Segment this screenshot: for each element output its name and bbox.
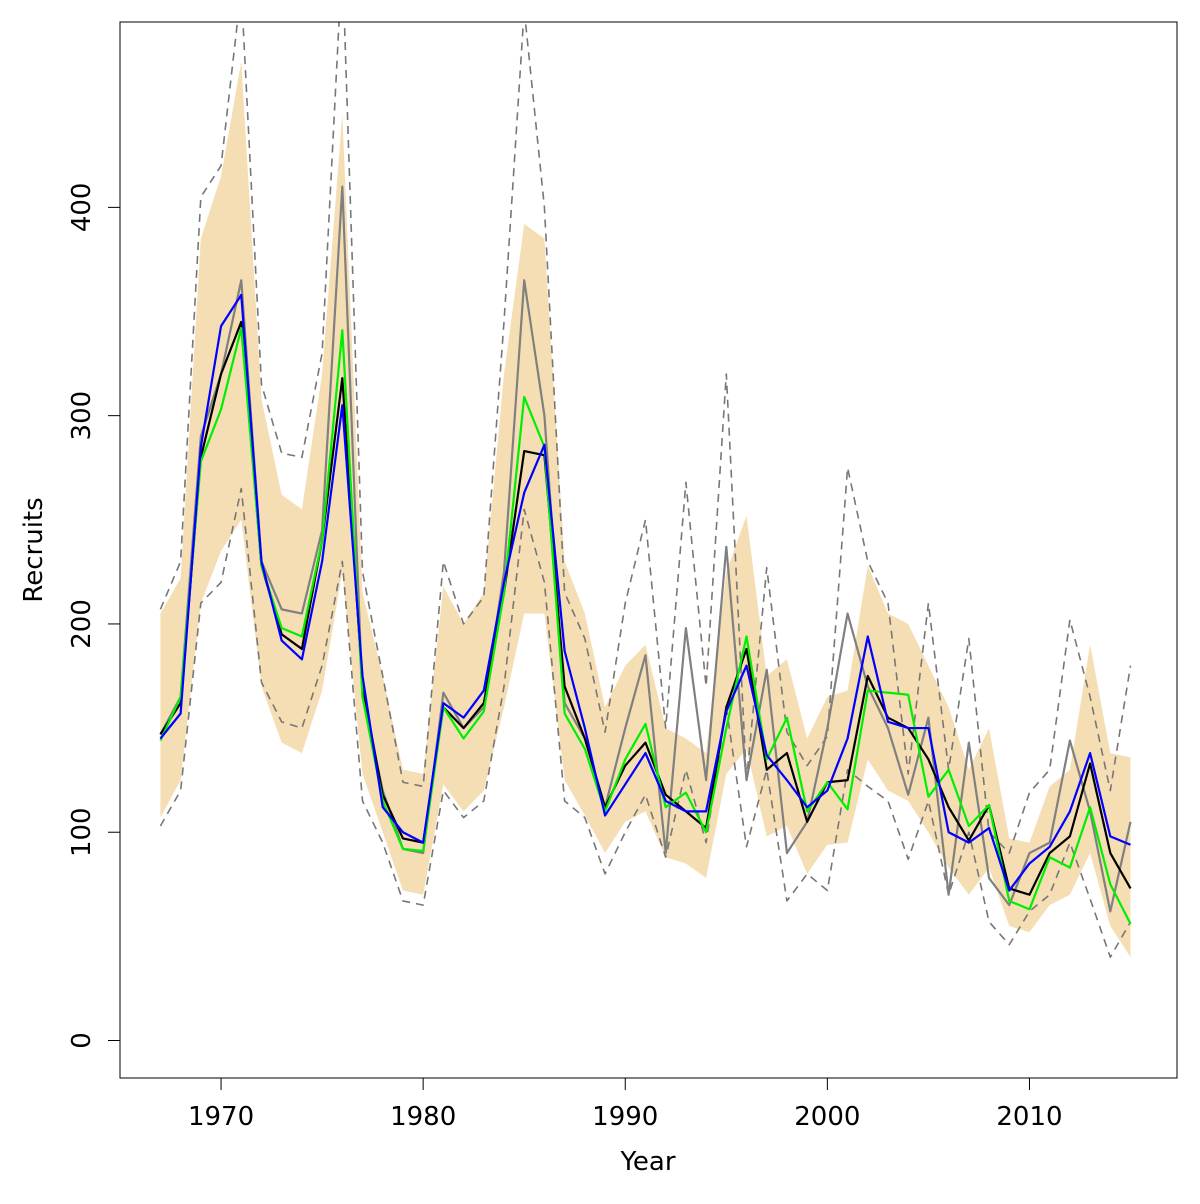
dashed-line (159, 487, 1132, 958)
y-axis-title: Recruits (19, 497, 49, 602)
x-tick-label: 1990 (592, 1102, 658, 1132)
x-tick-label: 1980 (390, 1102, 456, 1132)
plot-frame (119, 21, 1178, 1079)
confidence-band (160, 61, 1131, 958)
y-tick-label: 300 (67, 391, 97, 441)
y-tick-label: 400 (67, 183, 97, 233)
x-tick-label: 2010 (996, 1102, 1062, 1132)
x-axis-title: Year (619, 1147, 675, 1177)
series-line (159, 327, 1132, 925)
y-tick-label: 200 (67, 599, 97, 649)
series-line (159, 293, 1131, 892)
y-tick-label: 100 (67, 807, 97, 857)
x-tick-label: 2000 (794, 1102, 860, 1132)
dashed-line (159, 22, 1132, 854)
y-tick-label: 0 (67, 1032, 97, 1049)
x-tick-label: 1970 (188, 1102, 254, 1132)
plot-area (159, 22, 1132, 958)
